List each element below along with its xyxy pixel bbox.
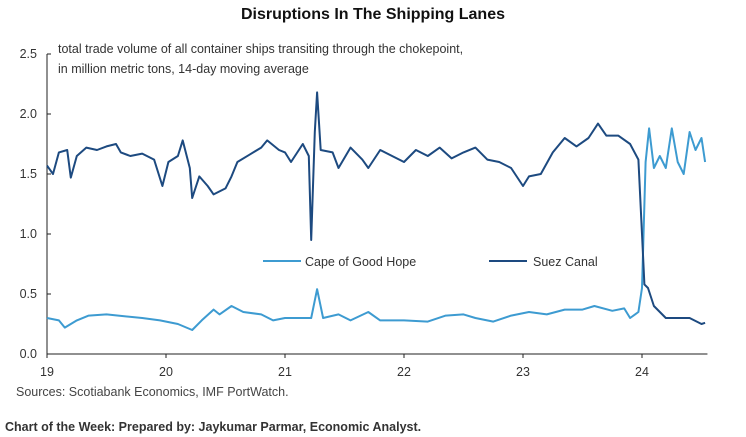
x-tick-label: 20 — [159, 365, 173, 379]
y-tick-label: 0.0 — [20, 347, 37, 361]
y-tick-label: 1.0 — [20, 227, 37, 241]
series-line-cape-of-good-hope — [46, 127, 707, 331]
legend-label: Cape of Good Hope — [305, 255, 416, 269]
chart-subtitle-line-1: total trade volume of all container ship… — [58, 42, 464, 56]
chart-subtitle-line-2: in million metric tons, 14-day moving av… — [58, 62, 309, 76]
x-tick-label: 23 — [516, 365, 530, 379]
y-tick-label: 2.5 — [20, 47, 37, 61]
y-tick-label: 0.5 — [20, 287, 37, 301]
legend-label: Suez Canal — [533, 255, 598, 269]
footer-credit: Chart of the Week: Prepared by: Jaykumar… — [5, 420, 422, 434]
x-tick-label: 24 — [635, 365, 649, 379]
x-tick-label: 22 — [397, 365, 411, 379]
series-line-suez-canal — [46, 91, 706, 325]
x-tick-label: 19 — [40, 365, 54, 379]
y-tick-label: 1.5 — [20, 167, 37, 181]
sources-note: Sources: Scotiabank Economics, IMF PortW… — [16, 385, 289, 399]
chart-title: Disruptions In The Shipping Lanes — [240, 6, 505, 23]
x-tick-label: 21 — [278, 365, 292, 379]
y-tick-label: 2.0 — [20, 107, 37, 121]
